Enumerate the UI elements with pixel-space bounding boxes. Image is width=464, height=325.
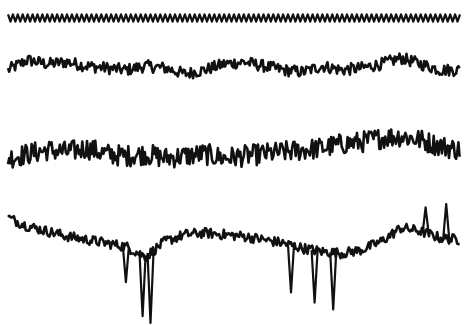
trace-line-3 — [6, 128, 461, 169]
trace-spike-4-5 — [310, 250, 319, 304]
trace-spike-4-4 — [286, 245, 296, 294]
trace-spike-4-3 — [146, 252, 155, 325]
trace-line-2 — [6, 52, 461, 80]
trace-spike-4-7 — [421, 206, 430, 234]
trace-line-1 — [6, 13, 462, 23]
trace-spike-4-2 — [138, 255, 147, 318]
trace-spike-4-6 — [329, 252, 338, 311]
trace-spike-4-8 — [442, 202, 451, 239]
trace-line-4 — [7, 214, 460, 262]
trace-spike-4-1 — [121, 246, 130, 284]
